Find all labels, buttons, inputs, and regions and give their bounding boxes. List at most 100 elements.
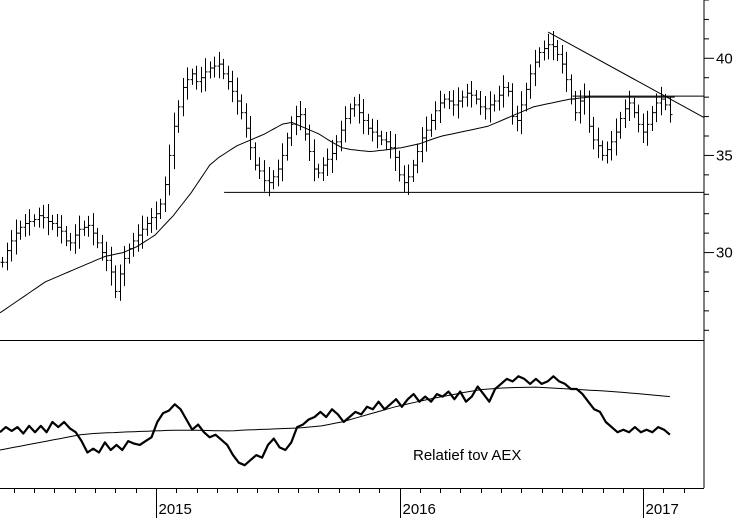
- price-bar: [244, 103, 249, 138]
- price-bar: [127, 243, 132, 264]
- price-bar: [478, 91, 483, 115]
- price-bar: [298, 100, 303, 131]
- price-bar: [339, 120, 344, 152]
- price-bar: [659, 86, 664, 116]
- price-bar: [226, 65, 231, 90]
- y-tick-label: 40: [716, 50, 733, 67]
- price-bar: [23, 213, 28, 237]
- price-y-axis: 30 35 40: [704, 0, 733, 331]
- relative-strength-panel: [0, 375, 671, 467]
- price-bar: [312, 139, 317, 182]
- price-bar: [384, 131, 389, 150]
- price-bar: [5, 242, 10, 271]
- price-bar: [668, 96, 673, 123]
- price-bar: [564, 51, 569, 92]
- trendline-line: [547, 31, 705, 118]
- price-bar: [442, 93, 447, 109]
- price-panel: [0, 31, 705, 314]
- price-bar: [149, 208, 154, 233]
- price-bar: [0, 257, 5, 268]
- price-bar: [402, 165, 407, 193]
- price-bar: [582, 83, 587, 115]
- price-bar: [420, 127, 425, 163]
- price-bar: [50, 214, 55, 231]
- price-bar: [519, 91, 524, 135]
- price-bar: [100, 234, 105, 261]
- price-bar: [113, 265, 118, 299]
- price-bar: [27, 209, 32, 236]
- price-bar: [163, 176, 168, 213]
- price-bar: [361, 99, 366, 135]
- price-bar: [411, 159, 416, 183]
- price-bar: [393, 134, 398, 172]
- price-bar: [285, 132, 290, 161]
- price-bar: [343, 106, 348, 143]
- price-bar: [321, 157, 326, 181]
- price-bar: [483, 96, 488, 120]
- price-bar: [600, 140, 605, 161]
- x-tick-label: 2016: [403, 501, 436, 518]
- chart-frame: [0, 0, 705, 489]
- price-bar: [9, 230, 14, 262]
- price-bar: [253, 142, 258, 171]
- price-bar: [68, 232, 73, 251]
- price-bar: [627, 90, 632, 122]
- price-bar: [267, 167, 272, 197]
- price-bar: [551, 31, 556, 61]
- price-bar: [86, 215, 91, 237]
- price-bar: [618, 111, 623, 139]
- price-bar: [248, 115, 253, 160]
- price-bar: [276, 159, 281, 187]
- price-bar: [506, 82, 511, 97]
- price-bar: [524, 82, 529, 112]
- price-bar: [176, 100, 181, 133]
- price-bar: [645, 110, 650, 146]
- price-bar: [488, 91, 493, 123]
- price-bar: [456, 87, 461, 119]
- relative-moving-average: [0, 386, 670, 451]
- price-bar: [190, 68, 195, 85]
- price-bar: [537, 47, 542, 68]
- price-bar: [194, 65, 199, 90]
- price-bar: [46, 203, 51, 236]
- price-bar: [510, 83, 515, 125]
- price-bar: [167, 144, 172, 196]
- price-bar: [352, 96, 357, 117]
- x-tick-label: 2015: [159, 501, 192, 518]
- price-moving-average: [0, 96, 675, 314]
- price-bar: [460, 90, 465, 108]
- price-bar: [569, 74, 574, 105]
- price-bar: [181, 77, 186, 117]
- price-bar: [596, 127, 601, 158]
- price-bar: [636, 104, 641, 133]
- price-bar: [307, 124, 312, 161]
- price-bar: [316, 163, 321, 179]
- price-bar: [230, 70, 235, 103]
- price-bar: [515, 105, 520, 132]
- price-bar: [55, 213, 60, 237]
- price-bar: [605, 141, 610, 164]
- price-bar: [185, 67, 190, 100]
- price-bar: [221, 58, 226, 80]
- price-bar: [451, 90, 456, 116]
- price-bar: [203, 58, 208, 92]
- price-bar: [609, 130, 614, 161]
- price-bar: [415, 143, 420, 174]
- price-bar: [375, 119, 380, 149]
- price-bar: [91, 213, 96, 246]
- price-bar: [357, 94, 362, 124]
- price-bar: [370, 118, 375, 142]
- price-bar: [294, 105, 299, 136]
- price-bar: [131, 232, 136, 257]
- relative-annotation: Relatief tov AEX: [413, 447, 521, 464]
- price-bar: [208, 61, 213, 79]
- price-bar: [41, 204, 46, 229]
- price-bar: [388, 130, 393, 159]
- price-bar: [546, 33, 551, 60]
- price-bar: [235, 77, 240, 115]
- price-bar: [217, 51, 222, 79]
- x-tick-label: 2017: [646, 501, 679, 518]
- price-bar: [37, 207, 42, 228]
- price-bar: [348, 103, 353, 124]
